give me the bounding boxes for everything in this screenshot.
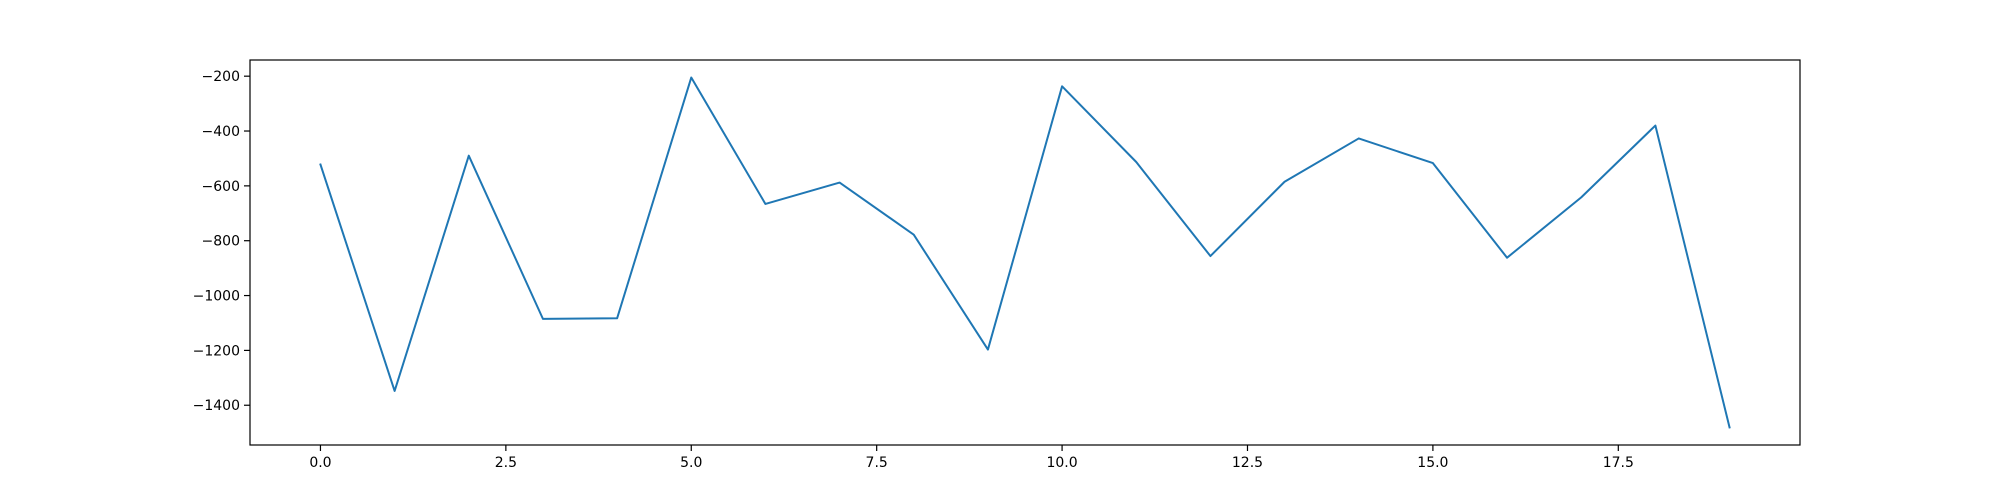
x-tick-label: 10.0 [1046,455,1077,471]
x-tick-label: 2.5 [495,455,517,471]
x-tick-label: 12.5 [1232,455,1263,471]
x-tick-label: 15.0 [1417,455,1448,471]
y-tick-label: −1200 [193,343,240,359]
x-axis: 0.0 2.5 5.0 7.5 10.0 12.5 15.0 17.5 [309,445,1634,471]
x-tick-label: 0.0 [309,455,331,471]
plot-area-frame [249,59,1801,446]
y-tick-label: −1000 [193,289,240,305]
y-tick-label: −1400 [193,398,240,414]
x-tick-label: 5.0 [680,455,702,471]
y-tick-label: −800 [202,234,240,250]
x-tick-label: 7.5 [866,455,888,471]
y-axis: −200 −400 −600 −800 −1000 −1200 −1400 [193,69,250,414]
x-tick-label: 17.5 [1603,455,1634,471]
y-tick-label: −200 [202,69,240,85]
series-line [319,76,1731,429]
y-tick-label: −600 [202,179,240,195]
y-tick-label: −400 [202,124,240,140]
